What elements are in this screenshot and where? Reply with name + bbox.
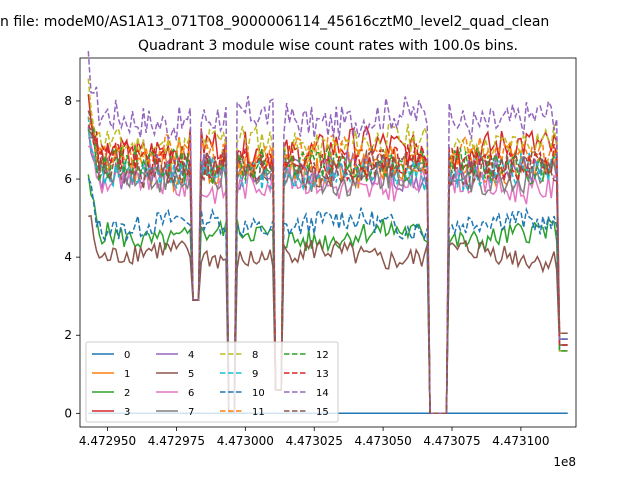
y-tick-label: 4 [64, 250, 72, 264]
series-line-3 [87, 94, 568, 415]
legend-label: 13 [316, 369, 329, 380]
x-tick-label: 4.473100 [492, 434, 549, 448]
series-line-13 [87, 124, 568, 415]
x-tick-label: 4.473000 [217, 434, 274, 448]
legend-label: 1 [124, 369, 130, 380]
legend-label: 15 [316, 407, 329, 418]
legend-label: 10 [252, 388, 265, 399]
series-line-2 [87, 174, 568, 415]
plot-frame [79, 57, 577, 428]
legend-box [85, 341, 339, 423]
legend-label: 9 [252, 369, 258, 380]
y-tick-label: 8 [64, 94, 72, 108]
x-axis: 4.472950 4.472975 4.473000 4.473025 4.473050… [79, 427, 550, 448]
chart-suptitle: n file: modeM0/AS1A13_071T08_9000006114_… [0, 14, 549, 30]
x-tick-label: 4.473025 [286, 434, 343, 448]
y-tick-label: 6 [64, 172, 72, 186]
legend-label: 6 [188, 388, 194, 399]
series-line-8 [87, 78, 568, 415]
y-axis: 0 2 4 6 8 [64, 94, 80, 420]
series-line-9 [87, 116, 568, 415]
x-tick-label: 4.473050 [354, 434, 411, 448]
series-line-14 [87, 51, 568, 415]
legend-label: 14 [316, 388, 329, 399]
series-line-12 [87, 127, 568, 415]
x-tick-label: 4.472950 [79, 434, 136, 448]
legend-label: 5 [188, 369, 194, 380]
chart-title: Quadrant 3 module wise count rates with … [138, 38, 518, 54]
x-offset-label: 1e8 [553, 455, 576, 469]
x-tick-label: 4.473075 [423, 434, 480, 448]
legend-label: 7 [188, 407, 194, 418]
legend-label: 11 [252, 407, 265, 418]
legend-label: 3 [124, 407, 130, 418]
y-tick-label: 2 [64, 328, 72, 342]
legend-label: 12 [316, 350, 329, 361]
legend-label: 8 [252, 350, 258, 361]
x-tick-label: 4.472975 [148, 434, 205, 448]
y-tick-label: 0 [64, 406, 72, 420]
legend-label: 0 [124, 350, 130, 361]
series-layer [87, 51, 568, 415]
legend-label: 2 [124, 388, 130, 399]
series-line-10 [87, 178, 568, 415]
legend-label: 4 [188, 350, 194, 361]
series-line-11 [87, 116, 568, 415]
series-line-5 [88, 214, 568, 415]
